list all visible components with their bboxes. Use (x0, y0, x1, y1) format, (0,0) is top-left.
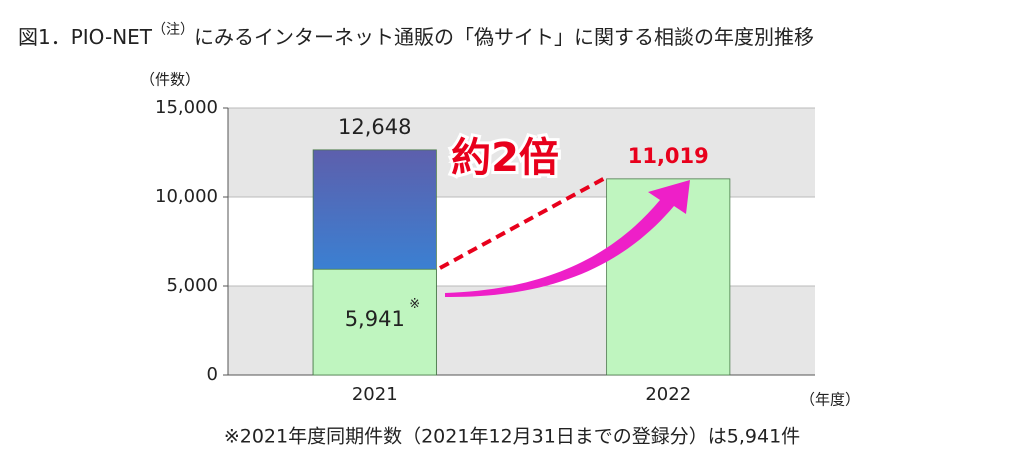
inner-data-label: 5,941 (345, 307, 405, 331)
x-tick-label: 2021 (352, 384, 398, 405)
footnote: ※2021年度同期件数（2021年12月31日までの登録分）は5,941件 (224, 426, 800, 448)
x-axis-label: （年度） (800, 391, 860, 409)
y-tick-label: 10,000 (155, 186, 218, 207)
title: 図1．PIO-NET (18, 25, 153, 49)
data-label: 11,019 (628, 144, 709, 168)
title-note: （注） (152, 22, 194, 38)
annotation: 約2倍 (451, 135, 559, 181)
data-label: 12,648 (338, 115, 411, 139)
x-tick-label: 2022 (645, 384, 691, 405)
arrow (445, 180, 690, 298)
inner-bar (312, 268, 437, 376)
chart-title: 図1．PIO-NET（注）にみるインターネット通販の「偽サイト」に関する相談の年… (18, 22, 814, 49)
y-tick-label: 15,000 (155, 97, 218, 118)
y-tick-label: 0 (207, 364, 218, 385)
y-tick-label: 5,000 (166, 275, 218, 296)
y-axis-label: （件数） (140, 71, 200, 89)
title-rest: にみるインターネット通販の「偽サイト」に関する相談の年度別推移 (194, 25, 814, 49)
inner-mark: ※ (409, 297, 420, 312)
